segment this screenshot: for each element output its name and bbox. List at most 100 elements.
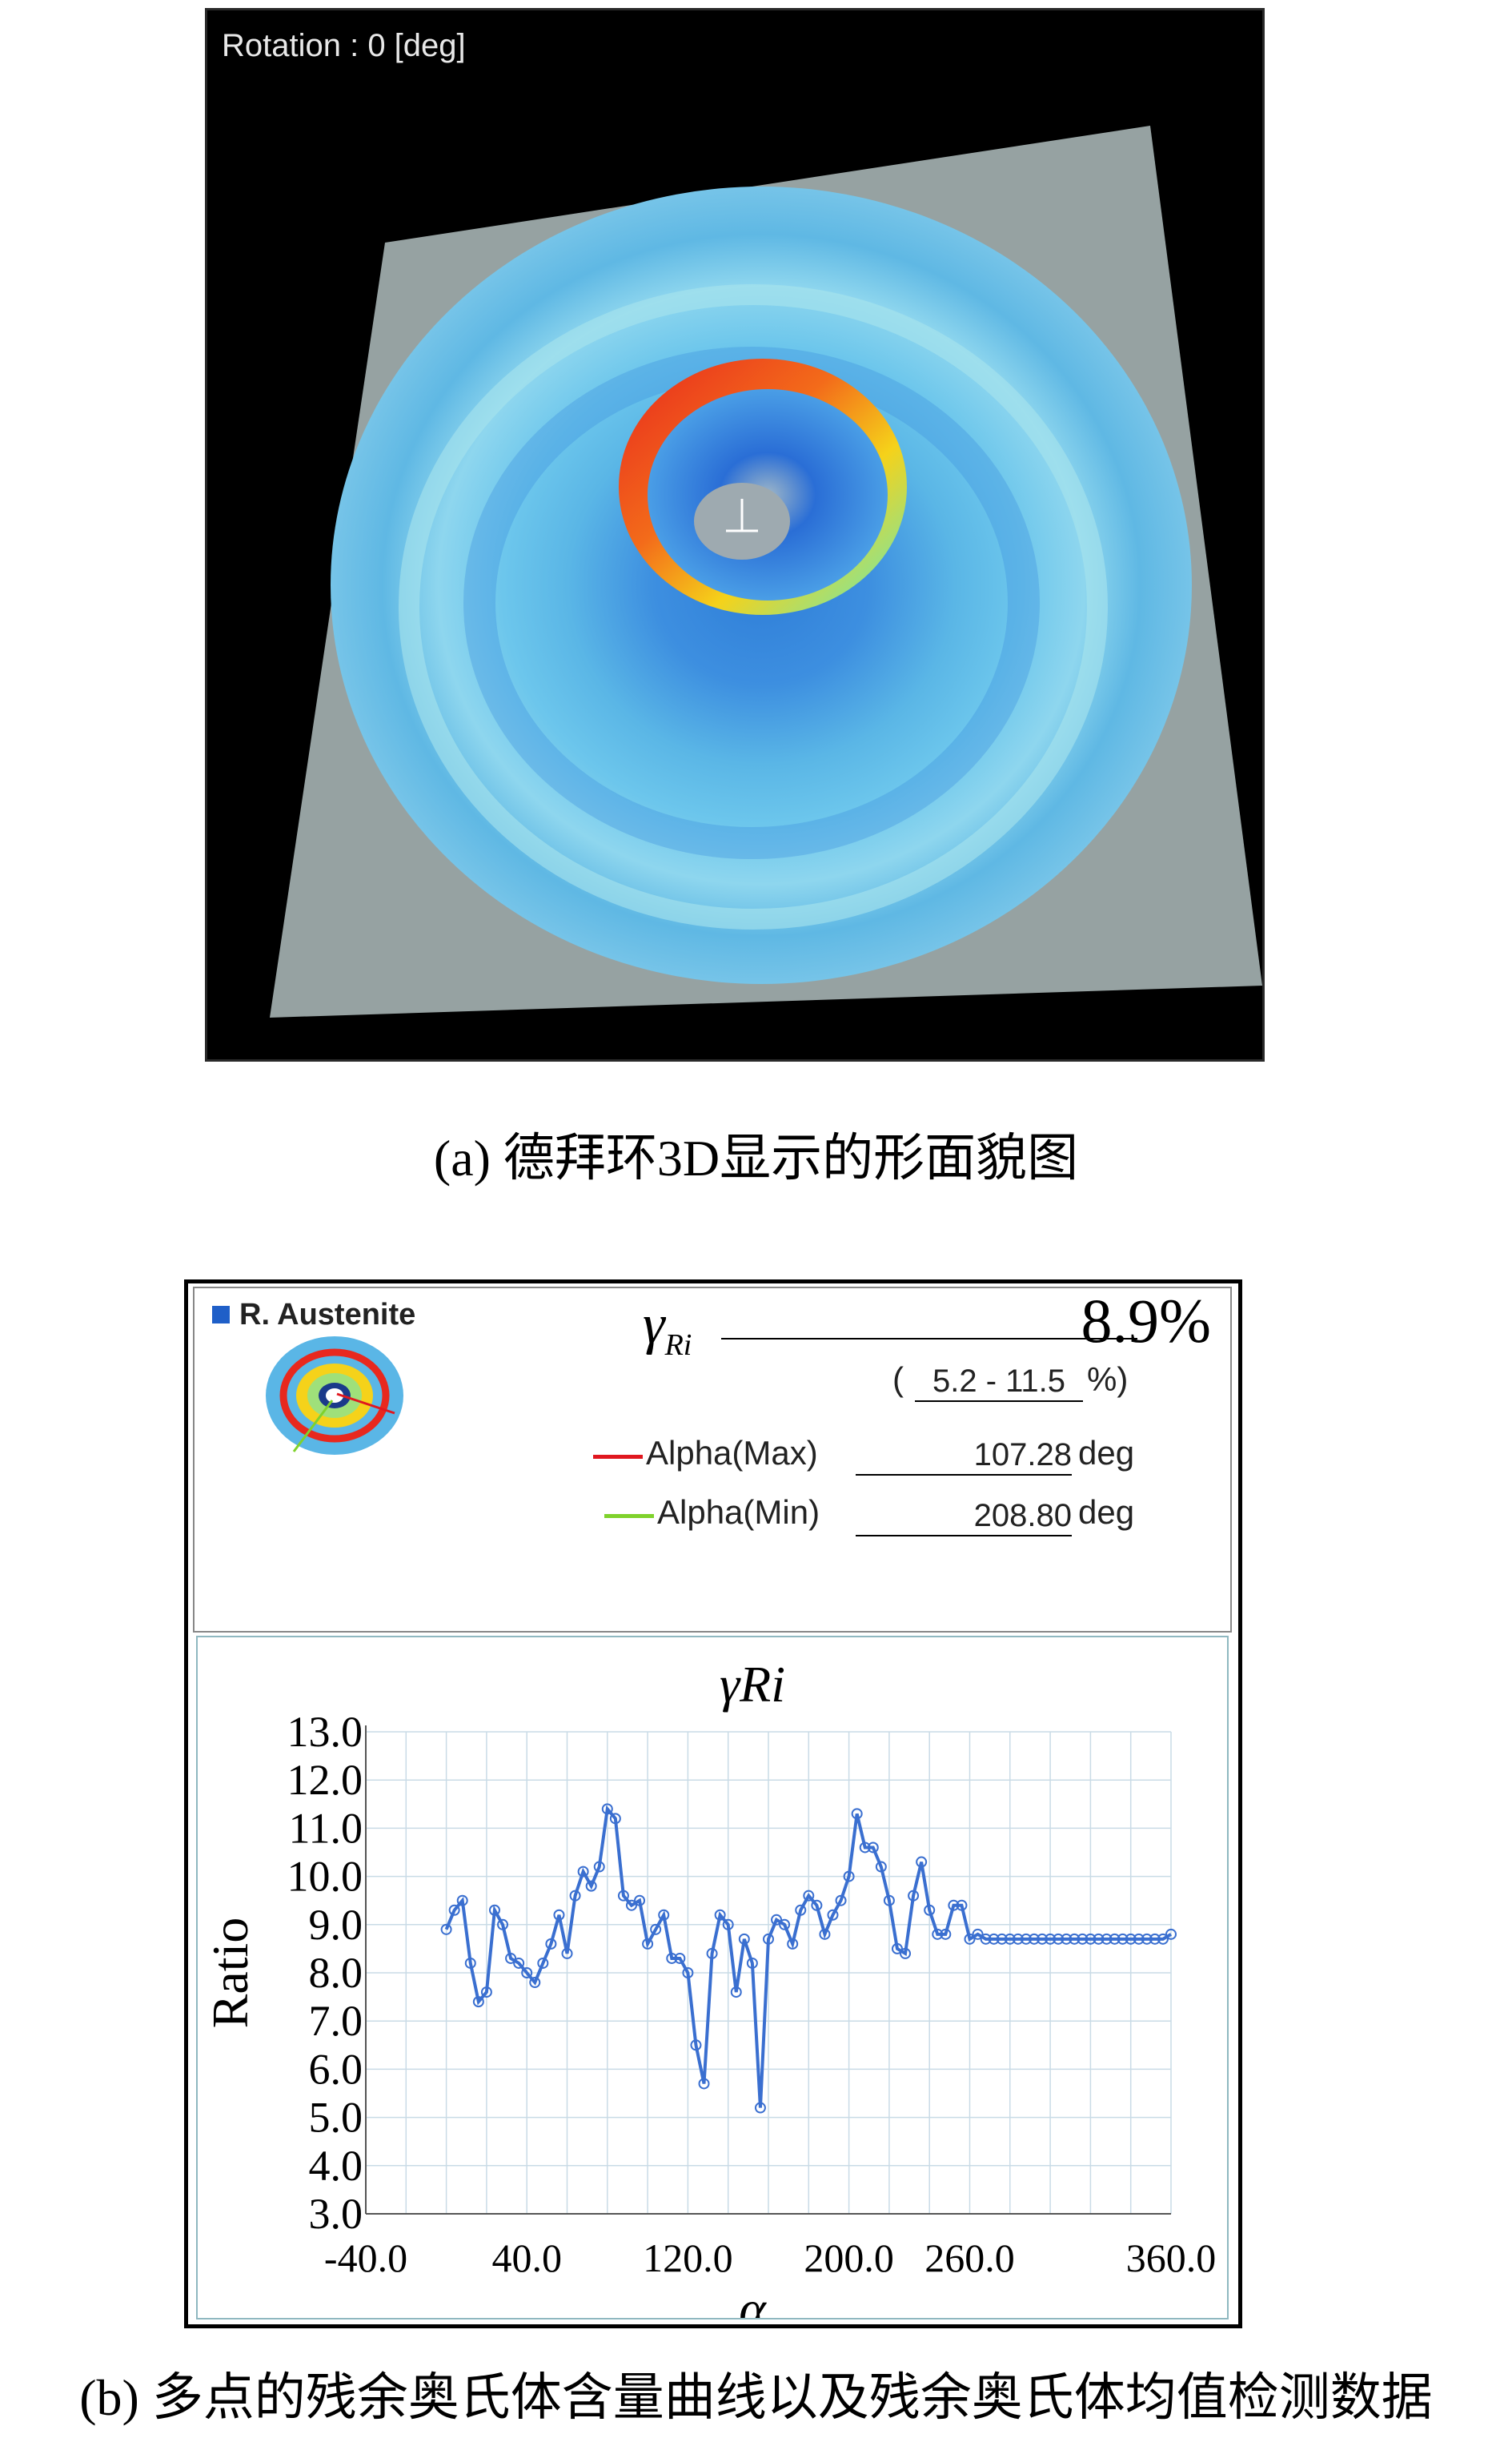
data-point	[585, 1880, 597, 1892]
x-tick-label: 360.0	[1126, 2235, 1217, 2280]
data-point	[642, 1938, 654, 1950]
data-point	[1125, 1933, 1137, 1945]
data-point	[972, 1928, 984, 1940]
data-point	[617, 1890, 629, 1902]
rotation-label: Rotation : 0 [deg]	[222, 28, 466, 63]
data-point	[787, 1938, 799, 1950]
data-point	[593, 1861, 605, 1873]
y-tick-label: 8.0	[309, 1949, 363, 1997]
y-tick-label: 11.0	[289, 1804, 363, 1852]
measurement-summary: R. Austenite γRi 8.9% ( 5.2 - 11.5 %) Al…	[193, 1286, 1232, 1633]
y-tick-label: 3.0	[309, 2190, 363, 2238]
data-point	[779, 1918, 791, 1930]
alpha-max-unit: deg	[1078, 1434, 1135, 1472]
data-point	[738, 1933, 750, 1945]
y-tick-label: 6.0	[309, 2045, 363, 2093]
data-point	[763, 1933, 774, 1945]
data-point	[601, 1803, 613, 1815]
data-point	[1149, 1933, 1161, 1945]
data-point	[875, 1861, 887, 1873]
data-point	[1077, 1933, 1089, 1945]
data-point	[553, 1909, 565, 1921]
data-point	[859, 1842, 871, 1854]
data-point	[883, 1894, 895, 1906]
data-point	[891, 1942, 903, 1954]
x-axis-label: α	[739, 2280, 767, 2318]
data-point	[505, 1952, 517, 1964]
data-point	[1061, 1933, 1073, 1945]
data-point	[916, 1856, 928, 1868]
alpha-min-value: 208.80	[973, 1498, 1072, 1533]
data-point	[1101, 1933, 1113, 1945]
data-point	[940, 1928, 952, 1940]
data-point	[843, 1870, 855, 1882]
alpha-max-label: Alpha(Max)	[646, 1434, 818, 1472]
data-point	[537, 1957, 549, 1969]
range-open-paren: (	[892, 1360, 904, 1398]
gamma-value-underline	[721, 1338, 1137, 1339]
y-tick-label: 12.0	[287, 1756, 363, 1804]
alpha-max-value: 107.28	[973, 1437, 1072, 1472]
data-point	[1028, 1933, 1040, 1945]
data-point	[900, 1947, 912, 1959]
data-point	[1133, 1933, 1145, 1945]
data-point	[609, 1813, 621, 1825]
data-point	[1053, 1933, 1065, 1945]
x-tick-label: 260.0	[924, 2235, 1015, 2280]
x-tick-label: 200.0	[804, 2235, 894, 2280]
data-point	[1037, 1933, 1049, 1945]
data-point	[698, 2078, 710, 2090]
data-point	[827, 1909, 839, 1921]
data-point	[625, 1899, 637, 1911]
range-close-unit: %)	[1087, 1360, 1129, 1398]
caption-b: (b) 多点的残余奥氏体含量曲线以及残余奥氏体均值检测数据	[79, 2369, 1433, 2426]
alpha-max-marker	[593, 1455, 643, 1459]
data-point	[1012, 1933, 1024, 1945]
data-point	[803, 1890, 815, 1902]
data-point	[1165, 1928, 1177, 1940]
chart-canvas: 3.04.05.06.07.08.09.010.011.012.013.0 -40…	[202, 1656, 1217, 2318]
data-point	[730, 1986, 742, 1998]
data-point	[1069, 1933, 1081, 1945]
data-point	[682, 1967, 694, 1978]
y-tick-label: 13.0	[287, 1708, 363, 1756]
data-point	[690, 2039, 702, 2051]
data-point	[1085, 1933, 1097, 1945]
data-point	[480, 1986, 492, 1998]
data-point	[569, 1890, 581, 1902]
data-point	[932, 1928, 944, 1940]
data-point	[472, 1996, 484, 2008]
x-tick-label: -40.0	[324, 2235, 407, 2280]
legend-label: R. Austenite	[239, 1298, 416, 1331]
ratio-chart: 3.0 4.0 5.0 6.0 7.0 8.0 9.0 10.0 11.0 12.0 13.0 -40…	[196, 1636, 1229, 2319]
data-point	[988, 1933, 1000, 1945]
data-point	[771, 1914, 783, 1926]
alpha-min-unit: deg	[1078, 1493, 1135, 1531]
data-point	[754, 2102, 766, 2114]
data-point	[1117, 1933, 1129, 1945]
alpha-min-label: Alpha(Min)	[657, 1493, 820, 1531]
ring-thumbnail-icon	[266, 1336, 403, 1455]
data-point	[746, 1957, 758, 1969]
data-point	[561, 1947, 573, 1959]
data-point	[722, 1918, 734, 1930]
data-point	[666, 1952, 678, 1964]
data-point	[795, 1904, 807, 1916]
data-point	[497, 1918, 509, 1930]
data-point	[464, 1957, 476, 1969]
debye-ring-surface	[270, 126, 1262, 1018]
alpha-max-underline	[856, 1474, 1072, 1476]
data-point	[1004, 1933, 1016, 1945]
data-point	[634, 1894, 646, 1906]
data-point	[1045, 1933, 1057, 1945]
alpha-min-marker	[604, 1514, 654, 1518]
data-point	[811, 1899, 823, 1911]
data-point	[1020, 1933, 1032, 1945]
data-point	[706, 1947, 718, 1959]
debye-ring-3d-view: Rotation : 0 [deg]	[205, 8, 1265, 1062]
x-tick-label: 40.0	[491, 2235, 562, 2280]
data-point	[1093, 1933, 1105, 1945]
data-point	[835, 1894, 847, 1906]
x-tick-label: 120.0	[643, 2235, 733, 2280]
data-point	[867, 1842, 879, 1854]
